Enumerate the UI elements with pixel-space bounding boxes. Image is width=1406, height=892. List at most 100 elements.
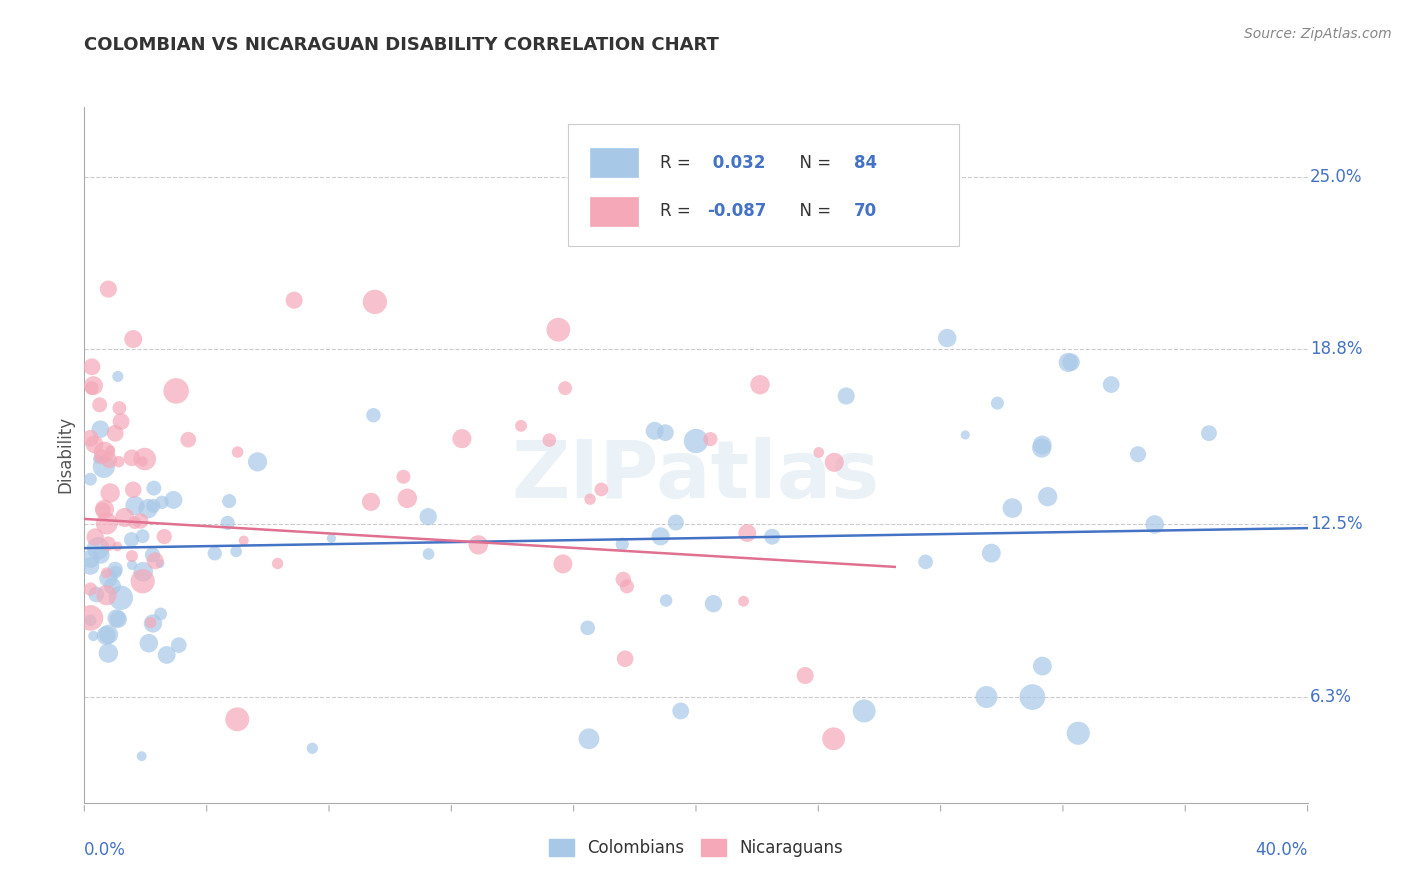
Point (225, 544, 247, 558)
FancyBboxPatch shape (568, 124, 959, 246)
Point (232, 533, 254, 548)
Point (1036, 490, 1059, 504)
Text: -0.087: -0.087 (707, 202, 766, 220)
Point (735, 526, 758, 541)
Point (156, 648, 179, 662)
Point (80, 381, 103, 395)
Point (86, 452, 108, 467)
Text: COLOMBIAN VS NICARAGUAN DISABILITY CORRELATION CHART: COLOMBIAN VS NICARAGUAN DISABILITY CORRE… (84, 36, 720, 54)
Point (554, 381, 576, 395)
Point (165, 384, 187, 398)
Point (79, 611, 101, 625)
Point (150, 495, 173, 509)
Point (914, 555, 936, 569)
Point (79, 582, 101, 596)
Point (451, 432, 474, 446)
Point (578, 731, 600, 746)
Bar (589, 197, 638, 226)
Point (794, 668, 817, 682)
Point (110, 591, 132, 605)
Point (217, 516, 239, 530)
Point (699, 432, 721, 446)
Point (218, 494, 240, 508)
Point (93, 502, 115, 516)
Point (266, 557, 288, 571)
Point (807, 445, 830, 459)
Bar (589, 148, 638, 178)
Point (579, 492, 602, 507)
Point (510, 418, 533, 433)
Point (467, 538, 489, 552)
Point (94, 629, 117, 643)
Point (142, 616, 165, 631)
Text: 12.5%: 12.5% (1310, 516, 1362, 533)
Point (733, 594, 755, 608)
Point (83, 437, 105, 451)
Point (226, 712, 249, 726)
Point (1031, 438, 1053, 452)
Y-axis label: Disability: Disability (56, 417, 75, 493)
Text: N =: N = (789, 153, 837, 171)
Point (89, 398, 111, 412)
Point (986, 396, 1008, 410)
Point (107, 369, 129, 384)
Point (614, 652, 637, 666)
Point (97, 282, 120, 296)
Text: 40.0%: 40.0% (1256, 841, 1308, 859)
Point (131, 749, 153, 764)
Point (650, 529, 672, 543)
Point (98, 443, 121, 458)
Point (79, 472, 101, 486)
Point (138, 636, 160, 650)
Point (616, 579, 638, 593)
Point (131, 454, 153, 468)
Text: ZIPatlas: ZIPatlas (512, 437, 880, 515)
Point (418, 509, 440, 524)
Point (612, 573, 634, 587)
Point (108, 401, 131, 416)
Point (823, 455, 845, 469)
Point (162, 492, 184, 507)
Text: R =: R = (661, 153, 696, 171)
Point (177, 433, 200, 447)
Point (761, 530, 783, 544)
Point (79, 552, 101, 566)
Point (283, 293, 305, 308)
Point (84, 530, 107, 544)
Point (139, 615, 162, 630)
Point (79, 559, 101, 574)
Point (1057, 355, 1080, 369)
Point (749, 377, 772, 392)
Point (121, 549, 143, 563)
Point (654, 425, 676, 440)
Point (665, 516, 688, 530)
Point (655, 593, 678, 607)
Point (121, 450, 143, 465)
Point (97, 571, 120, 585)
Point (136, 501, 159, 516)
Point (82, 378, 104, 392)
Point (538, 433, 561, 447)
Point (1060, 355, 1083, 369)
Point (134, 452, 156, 467)
Text: 0.032: 0.032 (707, 153, 765, 171)
Point (91, 502, 114, 516)
Point (96, 566, 118, 580)
Point (167, 638, 190, 652)
Point (97, 646, 120, 660)
Text: 70: 70 (853, 202, 877, 220)
Point (1001, 501, 1024, 516)
Point (131, 529, 153, 543)
Text: R =: R = (661, 202, 696, 220)
Point (80, 359, 103, 374)
Point (98, 453, 121, 467)
Point (79, 613, 101, 627)
Point (110, 415, 132, 429)
Point (1031, 441, 1053, 455)
Point (142, 481, 165, 495)
Point (396, 491, 419, 506)
Point (142, 499, 165, 513)
Point (853, 704, 876, 718)
Point (121, 558, 143, 572)
Text: 6.3%: 6.3% (1310, 688, 1353, 706)
